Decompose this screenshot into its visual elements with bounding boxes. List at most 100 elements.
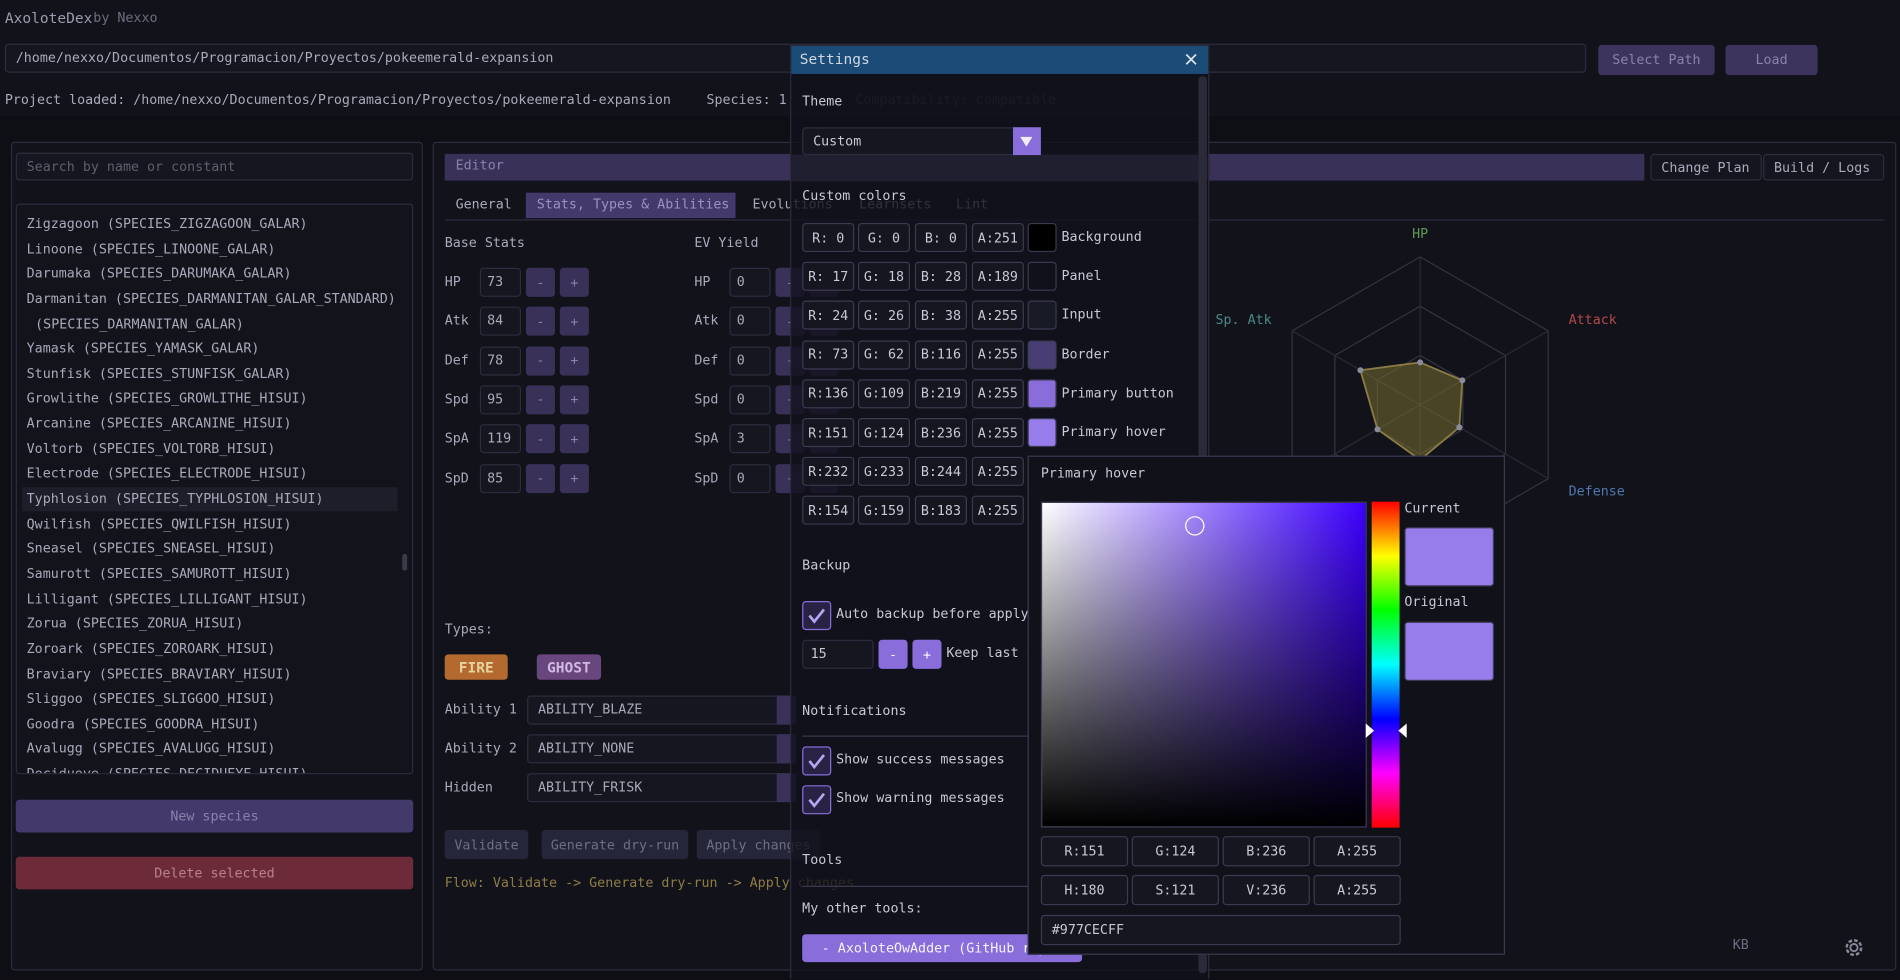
keep-minus[interactable]: - [878,639,908,669]
ability-select[interactable]: ABILITY_FRISK [527,773,797,803]
channel-field[interactable]: A:251 [971,222,1024,253]
stat-input[interactable]: 3 [729,424,771,454]
stat-input[interactable]: 73 [479,267,522,297]
hue-bar[interactable] [1371,501,1400,828]
species-item[interactable]: Voltorb (SPECIES_VOLTORB_HISUI) [26,440,276,457]
channel-field[interactable]: A:255 [971,418,1024,448]
select-path-button[interactable]: Select Path [1598,44,1715,76]
plus-button[interactable]: + [559,385,589,415]
channel-field[interactable]: R:136 [802,379,855,409]
channel-field[interactable]: A:255 [971,379,1024,409]
stat-input[interactable]: 84 [479,306,522,337]
species-item[interactable]: Samurott (SPECIES_SAMUROTT_HISUI) [26,565,292,582]
species-item[interactable]: Braviary (SPECIES_BRAVIARY_HISUI) [26,665,292,682]
hex-field[interactable]: #977CECFF [1040,914,1401,946]
stat-input[interactable]: 0 [729,385,771,415]
theme-select[interactable]: Custom [802,127,1041,156]
channel-field[interactable]: G: 26 [857,300,911,331]
editor-tab[interactable]: General [455,196,512,213]
channel-field[interactable]: R:232 [802,457,855,487]
sv-cursor[interactable] [1185,516,1205,536]
species-item[interactable]: Avalugg (SPECIES_AVALUGG_HISUI) [26,740,276,757]
species-item[interactable]: Arcanine (SPECIES_ARCANINE_HISUI) [26,415,292,432]
channel-field[interactable]: B:236 [914,418,967,448]
channel-field[interactable]: B:219 [914,379,967,409]
rgba-field[interactable]: R:151 [1040,836,1129,867]
keep-count-input[interactable]: 15 [802,639,874,669]
plus-button[interactable]: + [559,346,589,376]
channel-field[interactable]: B: 0 [914,222,967,253]
channel-field[interactable]: B: 38 [914,300,967,331]
keep-plus[interactable]: + [912,639,942,669]
checkbox[interactable] [802,601,832,631]
channel-field[interactable]: A:255 [971,496,1024,526]
channel-field[interactable]: R: 0 [802,222,855,253]
species-item[interactable]: Sliggoo (SPECIES_SLIGGOO_HISUI) [26,690,276,707]
species-item[interactable]: Growlithe (SPECIES_GROWLITHE_HISUI) [26,390,308,407]
rgba-field[interactable]: G:124 [1131,836,1220,867]
species-item[interactable]: Goodra (SPECIES_GOODRA_HISUI) [26,715,260,732]
stat-input[interactable]: 0 [729,346,771,376]
rgba-field[interactable]: B:236 [1222,836,1310,867]
species-item[interactable]: Darmanitan (SPECIES_DARMANITAN_GALAR_STA… [26,290,396,307]
rgba-field[interactable]: A:255 [1313,836,1401,867]
color-swatch[interactable] [1027,222,1057,253]
color-swatch[interactable] [1027,261,1057,292]
hsva-field[interactable]: S:121 [1131,874,1220,906]
species-item[interactable]: Yamask (SPECIES_YAMASK_GALAR) [26,340,260,357]
new-species-button[interactable]: New species [15,799,414,833]
checkbox[interactable] [802,785,832,815]
channel-field[interactable]: G:233 [857,457,911,487]
species-item[interactable]: Linoone (SPECIES_LINOONE_GALAR) [26,240,276,257]
plus-button[interactable]: + [559,424,589,454]
stat-input[interactable]: 95 [479,385,522,415]
channel-field[interactable]: G:109 [857,379,911,409]
stat-input[interactable]: 78 [479,346,522,376]
channel-field[interactable]: A:255 [971,457,1024,487]
color-swatch[interactable] [1027,379,1057,409]
stat-input[interactable]: 0 [729,306,771,337]
ability-select[interactable]: ABILITY_NONE [527,734,797,764]
color-swatch[interactable] [1027,418,1057,448]
action-button[interactable]: Validate [444,830,529,860]
minus-button[interactable]: - [525,346,555,376]
ability-select[interactable]: ABILITY_BLAZE [527,695,797,725]
channel-field[interactable]: R: 17 [802,261,855,292]
color-swatch[interactable] [1027,300,1057,331]
channel-field[interactable]: A:255 [971,340,1024,370]
species-item[interactable]: Lilligant (SPECIES_LILLIGANT_HISUI) [26,590,308,607]
channel-field[interactable]: A:189 [971,261,1024,292]
search-input[interactable]: Search by name or constant [15,152,414,181]
channel-field[interactable]: G: 18 [857,261,911,292]
channel-field[interactable]: G:124 [857,418,911,448]
plus-button[interactable]: + [559,306,589,337]
minus-button[interactable]: - [525,267,555,297]
species-item[interactable]: Zigzagoon (SPECIES_ZIGZAGOON_GALAR) [26,215,308,232]
hsva-field[interactable]: V:236 [1222,874,1310,906]
side-tab[interactable]: Build / Logs [1763,153,1885,181]
channel-field[interactable]: B:116 [914,340,967,370]
sv-square[interactable] [1040,501,1367,828]
delete-button[interactable]: Delete selected [15,856,414,890]
species-item[interactable]: Darumaka (SPECIES_DARUMAKA_GALAR) [26,265,292,282]
channel-field[interactable]: R:154 [802,496,855,526]
channel-field[interactable]: G: 62 [857,340,911,370]
minus-button[interactable]: - [525,424,555,454]
hsva-field[interactable]: A:255 [1313,874,1401,906]
channel-field[interactable]: G: 0 [857,222,911,253]
channel-field[interactable]: R: 24 [802,300,855,331]
species-item[interactable]: Zorua (SPECIES_ZORUA_HISUI) [26,615,244,632]
species-item[interactable]: Sneasel (SPECIES_SNEASEL_HISUI) [26,540,276,557]
minus-button[interactable]: - [525,385,555,415]
color-swatch[interactable] [1027,340,1057,370]
hsva-field[interactable]: H:180 [1040,874,1129,906]
channel-field[interactable]: B:244 [914,457,967,487]
channel-field[interactable]: B: 28 [914,261,967,292]
editor-tab[interactable]: Stats, Types & Abilities [525,192,736,219]
stat-input[interactable]: 0 [729,463,771,493]
channel-field[interactable]: B:183 [914,496,967,526]
stat-input[interactable]: 119 [479,424,522,454]
minus-button[interactable]: - [525,306,555,337]
species-item[interactable]: Stunfisk (SPECIES_STUNFISK_GALAR) [26,365,292,382]
channel-field[interactable]: R:151 [802,418,855,448]
